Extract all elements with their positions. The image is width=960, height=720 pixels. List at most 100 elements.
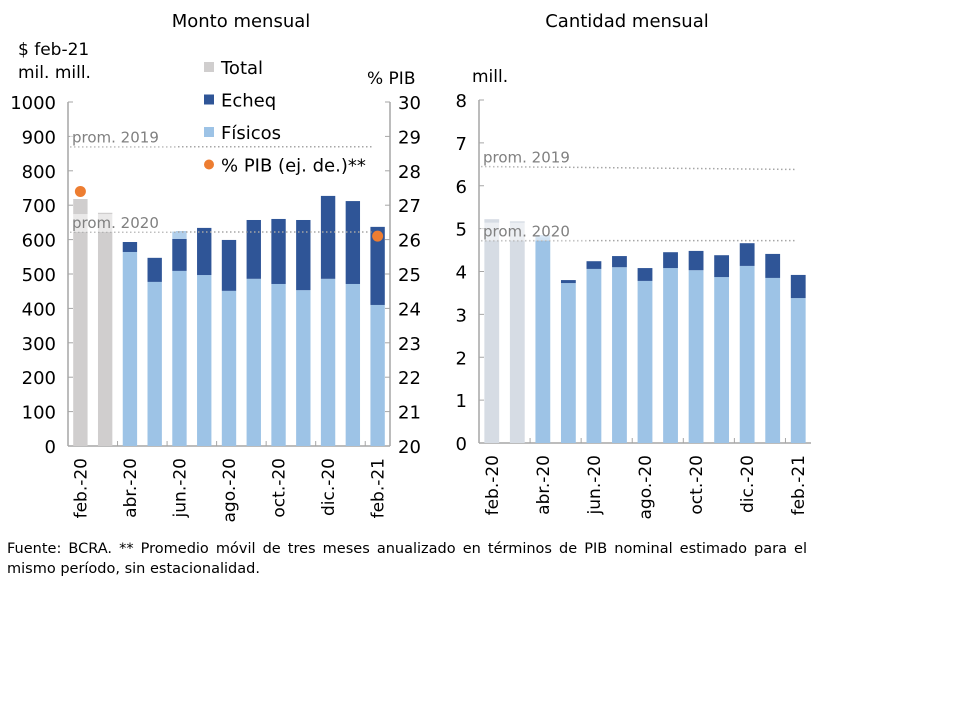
reference-label-bg: [70, 214, 176, 233]
bar-total: [172, 231, 187, 239]
reference-label: prom. 2019: [72, 129, 159, 147]
bar-fisicos: [739, 265, 755, 443]
reference-label: prom. 2020: [483, 223, 570, 241]
y-tick-label: 2: [456, 348, 467, 369]
x-tick-label: jun.-20: [170, 458, 190, 518]
legend-label: Total: [220, 58, 263, 79]
bar-echeq: [739, 243, 755, 266]
x-tick-label: oct.-20: [687, 455, 707, 515]
bar-echeq: [271, 218, 286, 284]
y-tick-label: 400: [22, 299, 56, 320]
x-tick-label: dic.-20: [738, 455, 758, 513]
pib-point: [372, 230, 384, 242]
bar-echeq: [790, 274, 806, 299]
y-tick-label: 4: [456, 263, 467, 284]
x-tick-label: jun.-20: [585, 455, 605, 515]
reference-label-bg: [481, 148, 587, 167]
y-tick-label: 7: [456, 134, 467, 155]
y2-tick-label: 25: [398, 265, 421, 286]
x-tick-label: oct.-20: [270, 458, 290, 518]
bar-echeq: [586, 261, 602, 269]
bar-echeq: [637, 268, 653, 281]
bar-fisicos: [586, 268, 602, 443]
y-tick-label: 1: [456, 391, 467, 412]
bar-fisicos: [663, 268, 678, 443]
y-tick-label: 600: [22, 231, 56, 252]
bar-echeq: [246, 219, 261, 279]
bar-total: [97, 212, 113, 446]
x-tick-label: ago.-20: [636, 455, 656, 519]
y2-tick-label: 23: [398, 334, 421, 355]
y-tick-label: 900: [22, 127, 56, 148]
bar-total: [484, 219, 500, 443]
y-tick-label: 5: [456, 220, 467, 241]
right-chart: Cantidad mensual mill. 0 1 2 3 4 5 6 7 8 feb.-20 abr…: [456, 11, 811, 519]
bar-echeq: [714, 255, 730, 278]
bar-fisicos: [535, 237, 551, 443]
bar-fisicos: [345, 283, 361, 446]
reference-label: prom. 2019: [483, 148, 570, 166]
reference-label: prom. 2020: [72, 214, 159, 232]
bar-fisicos: [221, 290, 237, 446]
bar-total: [509, 221, 525, 443]
y2-tick-label: 30: [398, 93, 421, 114]
bar-echeq: [197, 227, 212, 276]
bar-fisicos: [172, 270, 187, 446]
x-tick-label: ago.-20: [220, 458, 240, 522]
y2-axis-label: % PIB: [367, 69, 416, 89]
bar-fisicos: [612, 267, 627, 443]
x-tick-label: feb.-21: [789, 455, 809, 515]
y-tick-label: 0: [456, 434, 467, 455]
legend-label: % PIB (ej. de.)**: [221, 156, 366, 177]
legend: Total Echeq Físicos % PIB (ej. de.)**: [204, 58, 366, 177]
bar-fisicos: [296, 290, 311, 446]
y2-tick-label: 22: [398, 368, 421, 389]
bar-fisicos: [246, 278, 261, 446]
y2-tick-label: 21: [398, 403, 421, 424]
y-tick-label: 300: [22, 334, 56, 355]
chart-title: Monto mensual: [172, 11, 311, 32]
y2-tick-label: 29: [398, 127, 421, 148]
legend-label: Echeq: [221, 91, 276, 112]
bar-echeq: [172, 238, 187, 271]
y-tick-label: 1000: [10, 93, 56, 114]
bar-fisicos: [370, 304, 385, 446]
bar-fisicos: [637, 280, 653, 443]
footnote: Fuente: BCRA. ** Promedio móvil de tres …: [7, 541, 807, 577]
y2-tick-label: 26: [398, 231, 421, 252]
bar-echeq: [765, 253, 781, 278]
x-tick-label: feb.-20: [483, 455, 503, 515]
reference-label-bg: [481, 222, 587, 241]
bar-fisicos: [765, 277, 781, 443]
bar-echeq: [612, 256, 627, 268]
x-tick-label: abr.-20: [121, 458, 141, 518]
y2-tick-label: 28: [398, 162, 421, 183]
y2-tick-label: 24: [398, 299, 421, 320]
bar-echeq: [370, 226, 385, 305]
y-tick-label: 6: [456, 177, 467, 198]
legend-marker-pib: [204, 159, 214, 170]
legend-marker-echeq: [204, 94, 214, 105]
bar-fisicos: [122, 251, 138, 446]
y-axis-label: $ feb-21: [18, 40, 89, 60]
bar-echeq: [221, 239, 237, 291]
bar-fisicos: [271, 283, 286, 446]
bar-fisicos: [714, 277, 730, 443]
y-tick-label: 700: [22, 196, 56, 217]
bar-fisicos: [560, 283, 576, 443]
bar-total: [73, 199, 88, 446]
y-axis-label: mill.: [472, 67, 508, 87]
bar-echeq: [560, 280, 576, 284]
bar-fisicos: [688, 270, 704, 443]
x-tick-label: feb.-20: [71, 458, 91, 518]
y-tick-label: 3: [456, 305, 467, 326]
pib-point: [74, 185, 86, 197]
y-tick-label: 0: [45, 437, 56, 458]
x-tick-label: dic.-20: [319, 458, 339, 516]
reference-label-bg: [70, 128, 176, 147]
y2-tick-label: 27: [398, 196, 421, 217]
bar-fisicos: [197, 275, 212, 446]
bar-echeq: [663, 252, 678, 269]
left-chart: Monto mensual $ feb-21 mil. mill. 0 100 200 30…: [10, 11, 421, 522]
